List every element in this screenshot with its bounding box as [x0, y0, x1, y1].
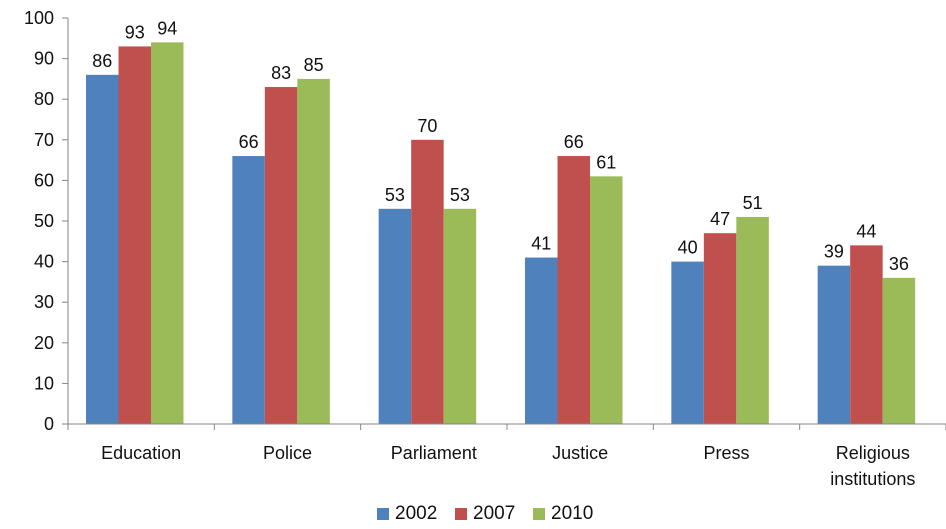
y-tick-label: 80 — [34, 89, 54, 109]
data-label: 86 — [92, 51, 112, 71]
y-tick-label: 20 — [34, 333, 54, 353]
bar-2007-religious-institutions — [850, 245, 883, 424]
data-label: 94 — [157, 18, 177, 38]
x-category-label: Police — [263, 443, 312, 463]
bar-2002-police — [232, 156, 265, 425]
bar-2007-justice — [557, 156, 590, 425]
y-tick-label: 10 — [34, 373, 54, 393]
bar-2007-police — [264, 87, 298, 425]
legend-swatch-2010 — [533, 508, 545, 520]
bar-2010-religious-institutions — [882, 277, 916, 424]
x-category-label: Education — [101, 443, 181, 463]
legend-label: 2007 — [473, 503, 515, 524]
y-tick-label: 0 — [44, 414, 54, 434]
legend: 2002 2007 2010 — [377, 503, 593, 524]
x-category-label: institutions — [830, 469, 915, 489]
bar-2002-education — [86, 74, 119, 424]
y-tick-label: 100 — [24, 8, 54, 28]
x-category-label: Religious — [836, 443, 910, 463]
bar-2010-press — [736, 216, 769, 424]
data-labels: 86 93 94 66 83 85 53 70 53 41 66 61 40 47 51 39 44 36 — [92, 18, 909, 273]
data-label: 70 — [417, 116, 437, 136]
y-tick-label: 90 — [34, 49, 54, 69]
data-label: 41 — [531, 234, 551, 254]
bar-2002-press — [671, 261, 704, 424]
legend-swatch-2002 — [377, 508, 389, 520]
y-tick-label: 50 — [34, 211, 54, 231]
x-axis: Education Police Parliament Justice Press Rel… — [67, 423, 946, 489]
bar-2002-justice — [525, 257, 558, 424]
legend-swatch-2007 — [455, 508, 467, 520]
data-label: 44 — [856, 221, 876, 241]
legend-label: 2010 — [551, 503, 593, 524]
bar-2007-parliament — [411, 139, 444, 425]
bar-2010-education — [151, 42, 184, 425]
data-label: 51 — [743, 193, 763, 213]
bar-2007-press — [703, 233, 737, 424]
y-tick-label: 40 — [34, 252, 54, 272]
x-category-label: Justice — [552, 443, 608, 463]
data-label: 93 — [125, 22, 145, 42]
y-tick-label: 30 — [34, 292, 54, 312]
data-label: 53 — [385, 185, 405, 205]
data-label: 83 — [271, 63, 291, 83]
data-label: 39 — [824, 242, 844, 262]
data-label: 61 — [596, 152, 616, 172]
data-label: 53 — [450, 185, 470, 205]
y-axis: 0 10 20 30 40 50 60 70 80 90 100 — [24, 8, 69, 434]
y-tick-label: 60 — [34, 170, 54, 190]
y-tick-label: 70 — [34, 130, 54, 150]
bars — [86, 42, 916, 425]
bar-2007-education — [118, 46, 151, 425]
bar-2010-police — [297, 78, 330, 425]
data-label: 47 — [710, 209, 730, 229]
bar-2002-religious-institutions — [817, 265, 851, 424]
data-label: 36 — [889, 254, 909, 274]
data-label: 66 — [564, 132, 584, 152]
bar-2002-parliament — [378, 208, 412, 424]
bar-2010-parliament — [443, 208, 477, 424]
data-label: 40 — [678, 238, 698, 258]
x-category-label: Parliament — [391, 443, 477, 463]
data-label: 66 — [239, 132, 259, 152]
legend-label: 2002 — [395, 503, 437, 524]
data-label: 85 — [304, 55, 324, 75]
bar-2010-justice — [590, 176, 623, 424]
x-category-label: Press — [703, 443, 749, 463]
